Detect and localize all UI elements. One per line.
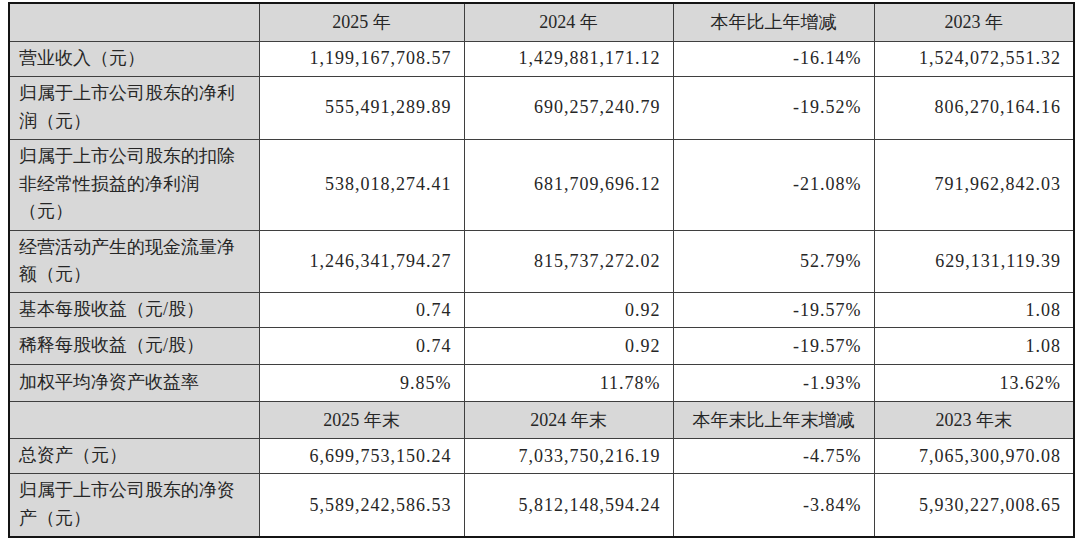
value-change: -19.57% [673,293,874,328]
value-2024: 5,812,148,594.24 [464,474,673,537]
table-row-total-assets: 总资产（元） 6,699,753,150.24 7,033,750,216.19… [9,439,1074,474]
row-label: 归属于上市公司股东的净资产（元） [9,474,259,537]
table-row-diluted-eps: 稀释每股收益（元/股） 0.74 0.92 -19.57% 1.08 [9,328,1074,365]
financial-summary-table: 2025 年 2024 年 本年比上年增减 2023 年 营业收入（元） 1,1… [8,2,1075,538]
value-change: -19.57% [673,328,874,365]
value-2023: 5,930,227,008.65 [874,474,1074,537]
table-row-net-assets: 归属于上市公司股东的净资产（元） 5,589,242,586.53 5,812,… [9,474,1074,537]
table-row-net-profit-deducted: 归属于上市公司股东的扣除非经常性损益的净利润（元） 538,018,274.41… [9,139,1074,230]
value-2023: 629,131,119.39 [874,230,1074,293]
value-2025: 1,246,341,794.27 [259,230,464,293]
value-2025: 6,699,753,150.24 [259,439,464,474]
row-label: 加权平均净资产收益率 [9,365,259,402]
value-2023: 7,065,300,970.08 [874,439,1074,474]
value-2023: 1,524,072,551.32 [874,41,1074,76]
value-change: -21.08% [673,139,874,230]
value-2024: 690,257,240.79 [464,76,673,139]
table-header-row-annual: 2025 年 2024 年 本年比上年增减 2023 年 [9,3,1074,41]
value-2024: 11.78% [464,365,673,402]
row-label: 归属于上市公司股东的净利润（元） [9,76,259,139]
value-2023: 806,270,164.16 [874,76,1074,139]
row-label: 营业收入（元） [9,41,259,76]
value-2024: 0.92 [464,328,673,365]
value-change: -1.93% [673,365,874,402]
value-2024: 681,709,696.12 [464,139,673,230]
row-label: 经营活动产生的现金流量净额（元） [9,230,259,293]
table-row-basic-eps: 基本每股收益（元/股） 0.74 0.92 -19.57% 1.08 [9,293,1074,328]
value-2025: 5,589,242,586.53 [259,474,464,537]
value-change: -16.14% [673,41,874,76]
table-header-row-yearend: 2025 年末 2024 年末 本年末比上年末增减 2023 年末 [9,402,1074,439]
row-label: 稀释每股收益（元/股） [9,328,259,365]
header-2024: 2024 年 [464,3,673,41]
value-2025: 9.85% [259,365,464,402]
value-change: 52.79% [673,230,874,293]
value-2023: 1.08 [874,293,1074,328]
header-2023: 2023 年 [874,3,1074,41]
table-row-operating-cash-flow: 经营活动产生的现金流量净额（元） 1,246,341,794.27 815,73… [9,230,1074,293]
value-2025: 0.74 [259,328,464,365]
header-blank-cell [9,402,259,439]
header-blank-cell [9,3,259,41]
value-2024: 0.92 [464,293,673,328]
value-2025: 1,199,167,708.57 [259,41,464,76]
value-change: -19.52% [673,76,874,139]
value-2023: 1.08 [874,328,1074,365]
header-yearend-change: 本年末比上年末增减 [673,402,874,439]
value-change: -4.75% [673,439,874,474]
value-2025: 538,018,274.41 [259,139,464,230]
table-row-net-profit: 归属于上市公司股东的净利润（元） 555,491,289.89 690,257,… [9,76,1074,139]
row-label: 基本每股收益（元/股） [9,293,259,328]
value-2024: 815,737,272.02 [464,230,673,293]
header-2025: 2025 年 [259,3,464,41]
table-row-revenue: 营业收入（元） 1,199,167,708.57 1,429,881,171.1… [9,41,1074,76]
row-label: 归属于上市公司股东的扣除非经常性损益的净利润（元） [9,139,259,230]
value-2024: 1,429,881,171.12 [464,41,673,76]
value-2023: 791,962,842.03 [874,139,1074,230]
value-change: -3.84% [673,474,874,537]
value-2025: 0.74 [259,293,464,328]
header-2025-end: 2025 年末 [259,402,464,439]
value-2024: 7,033,750,216.19 [464,439,673,474]
table-row-weighted-avg-roe: 加权平均净资产收益率 9.85% 11.78% -1.93% 13.62% [9,365,1074,402]
value-2023: 13.62% [874,365,1074,402]
value-2025: 555,491,289.89 [259,76,464,139]
header-2023-end: 2023 年末 [874,402,1074,439]
row-label: 总资产（元） [9,439,259,474]
header-yoy-change: 本年比上年增减 [673,3,874,41]
header-2024-end: 2024 年末 [464,402,673,439]
